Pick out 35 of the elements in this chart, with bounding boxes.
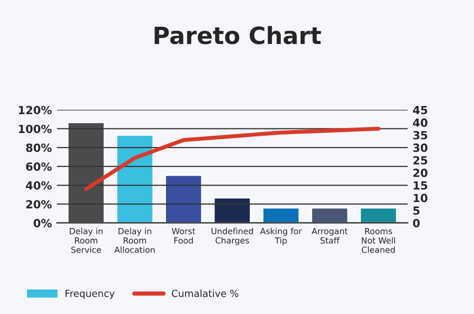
y2-tick-label: 5 xyxy=(413,206,420,215)
bar xyxy=(164,174,203,223)
y-tick-label: 120% xyxy=(18,106,52,114)
y2-tick-label: 0 xyxy=(413,218,420,228)
x-tick-label: Rooms Not Well Cleaned xyxy=(362,228,396,253)
y2-tick-label: 35 xyxy=(413,130,428,140)
y-tick-label: 0% xyxy=(34,218,52,228)
y-tick-label: 40% xyxy=(26,181,52,190)
y-tick-label: 60% xyxy=(26,162,52,171)
y2-tick-label: 45 xyxy=(413,106,428,114)
bar xyxy=(262,207,300,223)
chart-title: Pareto Chart xyxy=(154,26,321,44)
bar xyxy=(213,197,252,223)
y-tick-label: 100% xyxy=(18,124,52,134)
legend-label: Cumalative % xyxy=(172,290,238,298)
bar xyxy=(359,207,398,223)
y-tick-label: 80% xyxy=(26,144,52,152)
x-tick-label: Delay in Room Service xyxy=(70,228,102,253)
y2-tick-label: 40 xyxy=(413,118,428,127)
y2-tick-label: 30 xyxy=(413,144,428,152)
bar xyxy=(67,122,106,223)
y2-tick-label: 25 xyxy=(413,156,428,165)
legend-label: Frequency xyxy=(66,290,115,299)
x-tick-label: Delay in Room Allocation xyxy=(114,228,155,253)
x-tick-label: Asking for Tip xyxy=(260,228,302,246)
x-tick-label: Worst Food xyxy=(172,228,196,244)
bar xyxy=(310,207,349,223)
y2-tick-label: 10 xyxy=(414,194,428,202)
y-tick-label: 20% xyxy=(26,200,52,208)
line-series xyxy=(84,126,380,191)
x-tick-label: Undefined Charges xyxy=(212,228,253,246)
y2-tick-label: 20 xyxy=(413,168,428,178)
y2-tick-label: 15 xyxy=(414,181,428,190)
bar xyxy=(116,134,154,223)
x-tick-label: Arrogant Staff xyxy=(312,228,348,244)
